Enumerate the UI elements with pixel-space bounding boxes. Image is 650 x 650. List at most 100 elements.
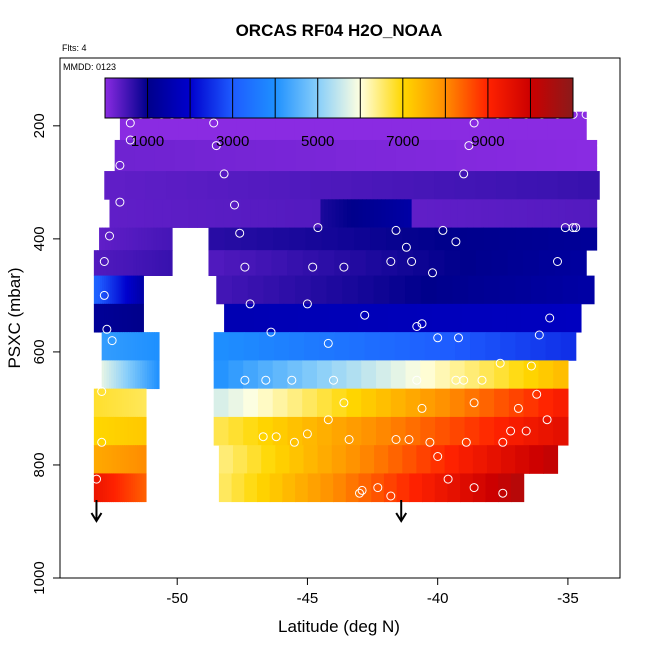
heatmap-cell <box>496 199 505 228</box>
heatmap-cell <box>464 360 480 390</box>
track-point <box>469 118 479 128</box>
heatmap-cell <box>98 416 101 446</box>
heatmap-cell <box>228 416 244 446</box>
heatmap-cell <box>247 445 262 474</box>
heatmap-cell <box>366 199 371 228</box>
heatmap-cell <box>257 416 274 446</box>
heatmap-cell <box>447 473 461 503</box>
heatmap-cell <box>394 332 411 361</box>
heatmap-cell <box>432 303 448 333</box>
heatmap-cell <box>97 275 101 305</box>
heatmap-cell <box>304 332 320 361</box>
heatmap-cell <box>120 303 124 333</box>
heatmap-cell <box>114 139 136 172</box>
heatmap-cell <box>298 303 314 333</box>
heatmap-cell <box>111 332 115 361</box>
heatmap-cell <box>126 227 131 251</box>
heatmap-cell <box>457 199 467 228</box>
heatmap-cell <box>385 199 390 228</box>
heatmap-cell <box>418 227 436 251</box>
x-tick-label: -40 <box>427 590 449 607</box>
track-point <box>258 432 268 442</box>
heatmap-cell <box>110 303 114 333</box>
heatmap-cell <box>500 332 516 361</box>
heatmap-cell <box>313 303 329 333</box>
heatmap-cell <box>168 250 173 276</box>
heatmap-cell <box>272 416 289 446</box>
track-point <box>344 435 354 444</box>
heatmap-cell <box>310 171 332 200</box>
heatmap-cell <box>335 139 357 172</box>
heatmap-cell <box>116 360 119 390</box>
heatmap-cell <box>231 473 245 503</box>
heatmap-cell <box>132 388 136 418</box>
heatmap-cell <box>124 171 147 200</box>
heatmap-cell <box>287 250 304 276</box>
heatmap-cell <box>470 332 486 361</box>
heatmap-cell <box>390 360 407 390</box>
heatmap-cell <box>243 332 260 361</box>
heatmap-cell <box>560 332 577 361</box>
heatmap-cell <box>127 199 137 228</box>
heatmap-cell <box>372 171 394 200</box>
heatmap-cell <box>295 139 317 172</box>
heatmap-cell <box>519 199 528 228</box>
heatmap-cell <box>113 332 117 361</box>
heatmap-cell <box>307 473 322 503</box>
heatmap-cell <box>165 250 170 276</box>
heatmap-cell <box>144 332 148 361</box>
track-point <box>219 169 229 179</box>
heatmap-cell <box>331 445 347 474</box>
heatmap-cell <box>434 171 456 200</box>
heatmap-cell <box>395 139 417 172</box>
heatmap-cell <box>551 303 567 333</box>
heatmap-cell <box>218 473 233 503</box>
heatmap-cell <box>515 227 533 251</box>
track-point <box>329 375 338 385</box>
heatmap-cell <box>342 275 359 305</box>
heatmap-cell <box>133 303 136 333</box>
heatmap-cell <box>369 199 375 228</box>
track-point <box>451 237 461 247</box>
heatmap-cell <box>156 227 161 251</box>
heatmap-cell <box>135 199 146 228</box>
heatmap-cell <box>145 250 150 276</box>
heatmap-cell <box>125 332 129 361</box>
heatmap-cell <box>128 445 132 474</box>
heatmap-cell <box>224 227 242 251</box>
heatmap-cell <box>388 199 394 228</box>
heatmap-cell <box>283 303 300 333</box>
colorbar-tick-label: 3000 <box>216 133 249 150</box>
heatmap-cell <box>132 445 136 474</box>
heatmap-cell <box>468 275 485 305</box>
heatmap-cell <box>275 139 296 172</box>
heatmap-cell <box>100 416 104 446</box>
track-point <box>417 403 427 413</box>
heatmap-cell <box>143 473 147 503</box>
heatmap-cell <box>287 360 303 390</box>
heatmap-cell <box>450 111 471 141</box>
heatmap-cell <box>326 275 343 305</box>
track-point <box>404 435 414 444</box>
x-tick-label: -45 <box>297 590 319 607</box>
heatmap-cell <box>486 445 502 474</box>
track-point <box>287 375 297 385</box>
heatmap-cell <box>343 199 348 228</box>
heatmap-cell <box>144 227 149 251</box>
heatmap-cell <box>93 275 97 305</box>
heatmap-cell <box>232 199 242 228</box>
heatmap-cell <box>139 445 143 474</box>
heatmap-cell <box>550 199 559 228</box>
heatmap-cell <box>275 111 296 141</box>
track-point <box>302 429 312 439</box>
heatmap-cell <box>130 416 134 446</box>
heatmap-cell <box>135 332 139 361</box>
heatmap-cell <box>122 303 126 333</box>
track-point <box>495 358 505 368</box>
heatmap-cell <box>343 303 359 333</box>
heatmap-cell <box>315 139 337 172</box>
heatmap-cell <box>255 250 273 276</box>
heatmap-cell <box>115 388 119 418</box>
heatmap-cell <box>152 250 157 276</box>
heatmap-cell <box>370 227 387 251</box>
